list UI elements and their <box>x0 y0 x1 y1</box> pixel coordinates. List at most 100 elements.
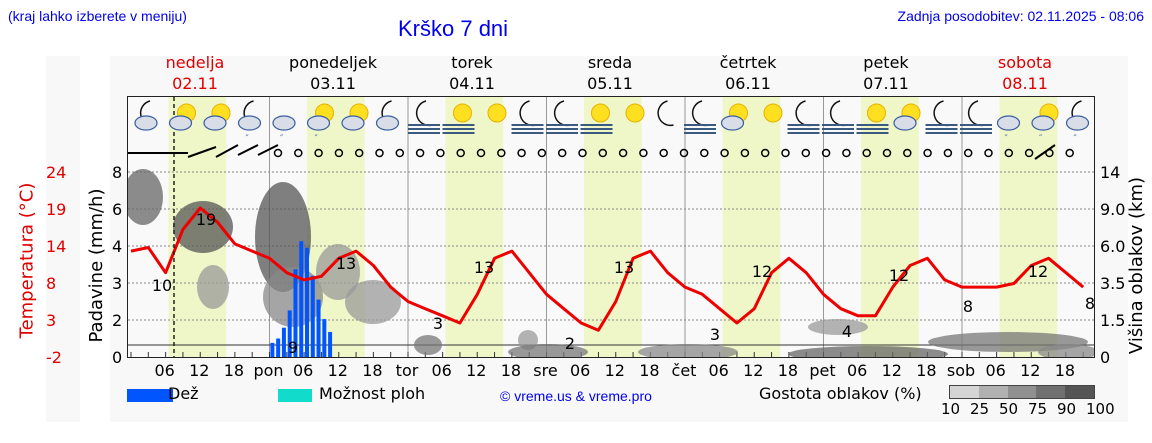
x-tick: tor <box>395 361 419 380</box>
day-date: 04.11 <box>449 74 495 93</box>
calm-wind-icon <box>598 148 608 158</box>
moon-cloud-icon <box>375 100 400 131</box>
x-tick: 06 <box>708 361 729 380</box>
showers-legend-label: Možnost ploh <box>319 384 426 403</box>
showers-legend-swatch <box>278 389 312 402</box>
temperature-label: 10 <box>152 276 172 295</box>
moon-fog-icon <box>787 100 820 134</box>
daylight-band <box>861 97 919 357</box>
page-title: Krško 7 dni <box>398 16 509 41</box>
temperature-label: 13 <box>474 258 494 277</box>
density-swatch <box>1065 386 1094 398</box>
sun-icon <box>763 103 783 123</box>
calm-wind-icon <box>415 148 425 158</box>
sun-fog-icon <box>856 103 889 134</box>
rain-bar <box>328 332 333 357</box>
copyright-link[interactable]: © vreme.us & vreme.pro <box>500 388 652 404</box>
calm-wind-icon <box>517 148 526 158</box>
moon-rain-icon: ″ <box>237 100 262 144</box>
daylight-band <box>722 97 781 357</box>
rain-bar <box>281 327 286 357</box>
cloud-height-tick: 9.0 <box>1100 200 1126 219</box>
temperature-tick: 14 <box>46 237 67 256</box>
temperature-label: 2 <box>565 334 575 353</box>
calm-wind-icon <box>943 148 953 158</box>
sun-cloud-icon <box>341 103 369 131</box>
x-tick: 18 <box>639 361 660 380</box>
sun-fog-icon <box>442 103 475 134</box>
day-label-5: petek 07.11 <box>826 52 946 94</box>
x-tick: 12 <box>327 361 348 380</box>
x-tick: sob <box>946 361 976 380</box>
calm-wind-icon <box>760 148 770 158</box>
calm-wind-icon <box>781 148 790 158</box>
rain-bar <box>322 319 327 357</box>
calm-wind-icon <box>1065 148 1074 158</box>
cloud-blob <box>316 244 360 300</box>
rain-bar <box>316 299 321 357</box>
calm-wind-icon <box>273 148 283 158</box>
rain-bar <box>310 275 315 357</box>
wind-barb-icon <box>1034 144 1056 160</box>
calm-wind-icon <box>842 148 851 158</box>
cloud-blob <box>414 335 442 355</box>
x-tick: 18 <box>500 361 522 380</box>
day-date: 03.11 <box>310 74 356 93</box>
cloud-height-tick: 1.5 <box>1100 311 1126 330</box>
x-tick: 06 <box>569 361 591 380</box>
daylight-band <box>584 97 642 357</box>
last-update: Zadnja posodobitev: 02.11.2025 - 08:06 <box>897 8 1144 24</box>
calm-wind-icon <box>963 148 973 158</box>
forecast-plot: 10 19 9 13 3 13 2 13 3 12 4 12 8 12 8 ″ ″ ″ ″ ″ ″ <box>127 96 1095 358</box>
day-date: 02.11 <box>172 74 218 93</box>
density-tick: 10 <box>941 400 961 418</box>
calm-wind-icon <box>436 148 445 158</box>
calm-wind-icon <box>456 148 465 158</box>
density-swatch <box>950 386 979 398</box>
rain-bar <box>305 247 310 357</box>
temperature-label: 9 <box>288 338 298 357</box>
rain-legend-swatch <box>127 389 173 402</box>
temperature-label: 4 <box>842 322 852 341</box>
precip-tick: 4 <box>112 237 123 256</box>
day-label-2: torek 04.11 <box>412 52 532 94</box>
day-name: nedelja <box>165 53 225 72</box>
calm-wind-icon <box>700 148 709 158</box>
x-tick: 06 <box>431 361 452 380</box>
x-tick: 06 <box>846 361 868 380</box>
day-label-1: ponedeljek 03.11 <box>273 52 393 94</box>
cloud-density-scale <box>949 385 1095 399</box>
x-tick: 18 <box>362 361 383 380</box>
density-swatch <box>1036 386 1066 398</box>
sun-icon <box>625 103 645 123</box>
day-name: ponedeljek <box>289 53 377 72</box>
x-tick: 12 <box>743 361 764 380</box>
sun-rain-icon: ″ <box>306 103 334 144</box>
moon-fog-icon <box>960 100 992 134</box>
calm-wind-icon <box>1024 148 1034 158</box>
wind-barb-icon <box>257 144 279 156</box>
cloud-blob <box>173 201 233 253</box>
temperature-label: 3 <box>710 325 720 344</box>
temperature-line <box>130 206 1085 332</box>
density-swatch <box>1007 386 1037 398</box>
moon-fog-icon <box>511 100 544 134</box>
cloud-blob <box>508 344 588 357</box>
temperature-label: 13 <box>336 254 356 273</box>
temperature-axis-panel <box>46 56 80 422</box>
x-tick: 06 <box>154 361 175 380</box>
moon-fog-icon <box>684 100 716 134</box>
density-tick: 25 <box>970 400 990 418</box>
cloud-blob <box>197 265 229 309</box>
temperature-label: 8 <box>1085 294 1095 313</box>
x-tick: 06 <box>292 361 314 380</box>
calm-wind-icon <box>375 148 384 158</box>
day-name: petek <box>863 53 909 72</box>
x-tick: 18 <box>223 361 245 380</box>
calm-wind-icon <box>903 148 912 158</box>
wind-barb-icon <box>237 144 259 156</box>
cloud-blob <box>128 169 163 225</box>
moon-fog-icon <box>822 100 854 134</box>
calm-wind-icon <box>618 148 628 158</box>
rain-bar <box>293 269 298 357</box>
